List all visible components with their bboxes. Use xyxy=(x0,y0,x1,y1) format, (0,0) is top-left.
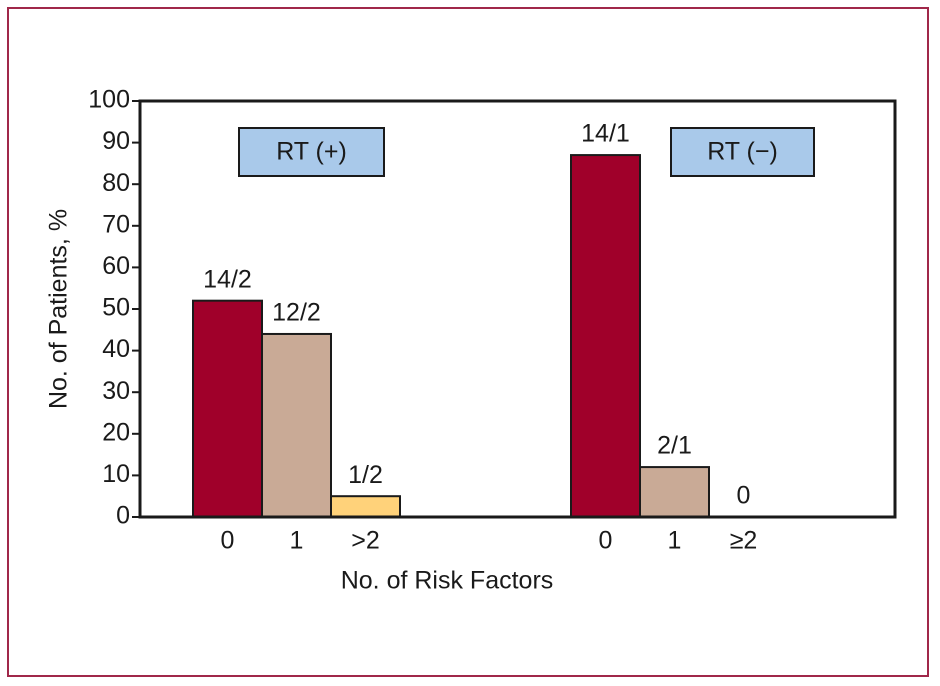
x-tick-label: 1 xyxy=(668,527,682,555)
y-tick-label: 40 xyxy=(102,335,130,363)
group-label-box xyxy=(238,127,385,177)
x-tick-label: ≥2 xyxy=(730,527,758,555)
y-tick-label: 50 xyxy=(102,294,130,322)
x-tick-label: 0 xyxy=(221,527,235,555)
x-tick-label: >2 xyxy=(351,527,380,555)
bar-annotation: 2/1 xyxy=(657,432,692,460)
y-tick-label: 100 xyxy=(88,86,130,114)
bar xyxy=(192,299,263,518)
bar-annotation: 1/2 xyxy=(348,461,383,489)
bar-annotation: 12/2 xyxy=(272,299,321,327)
bar xyxy=(330,495,401,519)
bar-annotation: 14/2 xyxy=(203,265,252,293)
x-axis-label: No. of Risk Factors xyxy=(341,567,554,595)
frame xyxy=(7,7,929,677)
group-label: RT (+) xyxy=(276,138,347,166)
plot-area xyxy=(138,99,897,519)
x-tick-label: 1 xyxy=(290,527,304,555)
y-tick-label: 30 xyxy=(102,377,130,405)
y-tick-label: 10 xyxy=(102,460,130,488)
y-tick-label: 70 xyxy=(102,210,130,238)
y-tick-label: 20 xyxy=(102,418,130,446)
group-label-box xyxy=(670,127,815,177)
y-axis-label: No. of Patients, % xyxy=(45,209,73,409)
bar xyxy=(261,332,332,518)
y-tick-label: 90 xyxy=(102,127,130,155)
x-tick-label: 0 xyxy=(599,527,613,555)
group-label: RT (−) xyxy=(707,138,778,166)
bar xyxy=(639,466,710,518)
y-tick-label: 60 xyxy=(102,252,130,280)
bar-annotation: 0 xyxy=(737,482,751,510)
y-tick-label: 80 xyxy=(102,169,130,197)
bar xyxy=(570,154,641,519)
y-tick-label: 0 xyxy=(116,502,130,530)
bar-annotation: 14/1 xyxy=(581,120,630,148)
